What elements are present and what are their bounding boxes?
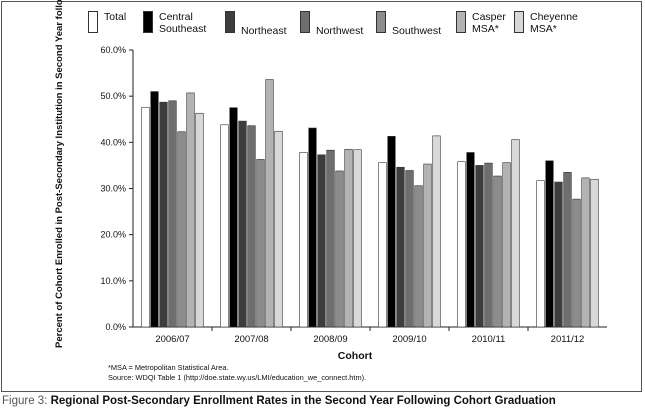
legend-label-northwest: Northwest (316, 25, 364, 37)
bar-chart: 0.0% 10.0% 20.0% 30.0% 40.0% 50.0% 60.0% 2006/0… (100, 45, 607, 345)
legend-label-cheyenne-msa: Cheyenne MSA* (530, 11, 578, 35)
x-tick-label: 2009/10 (392, 334, 426, 345)
y-tick-label: 10.0% (100, 276, 126, 286)
bar-casper-msa-2009-10 (423, 163, 432, 328)
bar-northwest-2011-12 (563, 172, 572, 328)
bar-total-2009-10 (378, 162, 387, 328)
bar-total-2010-11 (457, 161, 466, 328)
x-tick-label: 2008/09 (313, 334, 347, 345)
bar-southwest-2006-07 (177, 131, 186, 328)
x-tick-label: 2007/08 (234, 334, 268, 345)
bar-cheyenne-msa-2006-07 (195, 112, 204, 328)
legend-item-central-southeast: Central Southeast (143, 11, 206, 35)
bar-casper-msa-2011-12 (581, 177, 590, 328)
x-tick-label: 2011/12 (551, 334, 585, 345)
legend-swatch-cheyenne-msa (514, 11, 524, 33)
x-axis-label: Cohort (337, 350, 373, 362)
bar-cheyenne-msa-2011-12 (590, 178, 599, 328)
bar-northwest-2009-10 (405, 170, 414, 328)
bar-cheyenne-msa-2008-09 (353, 149, 362, 328)
y-tick-label: 50.0% (100, 91, 126, 101)
y-tick-label: 30.0% (100, 184, 126, 194)
y-tick-label: 0.0% (105, 322, 126, 332)
legend-swatch-casper-msa (456, 11, 466, 33)
bar-northwest-2007-08 (247, 125, 256, 328)
bar-southwest-2010-11 (493, 175, 502, 328)
legend-item-total: Total (88, 11, 126, 33)
bar-northwest-2008-09 (326, 149, 335, 328)
bar-casper-msa-2010-11 (502, 162, 511, 328)
bar-southwest-2009-10 (414, 185, 423, 328)
bar-central-southeast-2009-10 (387, 136, 396, 328)
legend-item-casper-msa: Casper MSA* (456, 11, 506, 35)
msa-footnote: *MSA = Metropolitan Statistical Area. (108, 363, 229, 372)
y-tick-label: 20.0% (100, 230, 126, 240)
legend-swatch-total (88, 11, 98, 33)
bar-northwest-2010-11 (484, 162, 493, 328)
bar-central-southeast-2010-11 (466, 152, 475, 328)
legend: Total Central Southeast Northeast Northw… (0, 0, 645, 50)
bar-cheyenne-msa-2009-10 (432, 135, 441, 328)
legend-label-northeast: Northeast (241, 25, 287, 37)
legend-item-cheyenne-msa: Cheyenne MSA* (514, 11, 578, 35)
bar-northeast-2008-09 (317, 154, 326, 328)
bar-total-2007-08 (220, 124, 229, 328)
y-axis-label: Percent of Cohort Enrolled in Post-Secon… (54, 0, 65, 348)
legend-label-southwest: Southwest (392, 25, 442, 37)
bar-northeast-2010-11 (475, 165, 484, 328)
bar-total-2008-09 (299, 152, 308, 328)
legend-swatch-central-southeast (143, 11, 153, 33)
bar-southwest-2011-12 (572, 198, 581, 328)
bar-central-southeast-2011-12 (545, 160, 554, 328)
bar-northeast-2007-08 (238, 120, 247, 328)
figure-number: Figure 3: (2, 395, 48, 407)
bar-central-southeast-2008-09 (308, 127, 317, 328)
y-tick-label: 40.0% (100, 137, 126, 147)
legend-swatch-northeast (225, 11, 235, 33)
bar-central-southeast-2007-08 (229, 107, 238, 328)
bar-casper-msa-2007-08 (265, 79, 274, 328)
bar-northeast-2011-12 (554, 181, 563, 328)
bar-central-southeast-2006-07 (150, 91, 159, 328)
figure-caption: Figure 3: Regional Post-Secondary Enroll… (2, 395, 556, 407)
bar-southwest-2007-08 (256, 159, 265, 328)
bar-cheyenne-msa-2007-08 (274, 130, 283, 328)
legend-label-central-southeast: Central Southeast (159, 11, 207, 35)
bar-casper-msa-2008-09 (344, 148, 353, 328)
bar-northwest-2006-07 (168, 100, 177, 328)
bar-southwest-2008-09 (335, 170, 344, 328)
legend-item-northwest: Northwest (300, 11, 363, 37)
y-tick-label: 60.0% (100, 45, 126, 55)
figure-title: Regional Post-Secondary Enrollment Rates… (50, 395, 556, 407)
bar-northeast-2009-10 (396, 166, 405, 328)
legend-label-total: Total (104, 11, 127, 23)
x-tick-label: 2006/07 (155, 334, 189, 345)
x-tick-label: 2010/11 (472, 334, 506, 345)
source-note: Source: WDQI Table 1 (http://doe.state.w… (108, 373, 367, 382)
bar-casper-msa-2006-07 (186, 92, 195, 328)
legend-label-casper-msa: Casper MSA* (472, 11, 506, 35)
legend-swatch-southwest (376, 11, 386, 33)
chart-notes: *MSA = Metropolitan Statistical Area. So… (108, 363, 366, 383)
bar-total-2011-12 (536, 180, 545, 328)
bar-northeast-2006-07 (159, 101, 168, 328)
legend-item-northeast: Northeast (225, 11, 287, 37)
bar-cheyenne-msa-2010-11 (511, 139, 520, 328)
bar-total-2006-07 (141, 106, 150, 328)
legend-item-southwest: Southwest (376, 11, 441, 37)
legend-swatch-northwest (300, 11, 310, 33)
